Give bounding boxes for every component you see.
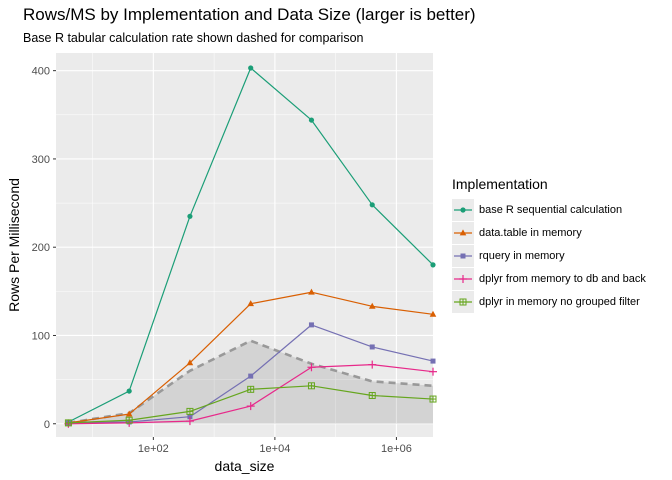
data-point [247, 385, 255, 393]
data-point [429, 367, 437, 376]
data-point [64, 419, 72, 427]
legend-key [452, 267, 474, 290]
point-triangle [186, 359, 194, 366]
data-point [248, 65, 254, 71]
x-axis-title: data_size [215, 458, 275, 474]
y-tick-label: 0 [44, 419, 50, 431]
x-tick-label: 1e+02 [138, 443, 169, 455]
data-point [248, 373, 254, 379]
point-square [187, 414, 193, 420]
legend-item: base R sequential calculation [452, 198, 646, 221]
data-point [308, 288, 315, 295]
data-point [308, 117, 315, 123]
point-circle [126, 388, 132, 394]
data-point [459, 228, 467, 235]
legend-label: dplyr in memory no grouped filter [479, 295, 640, 308]
legend-item: data.table in memory [452, 221, 646, 244]
chart-title: Rows/MS by Implementation and Data Size … [23, 5, 476, 24]
point-circle [187, 213, 193, 219]
point-triangle [429, 310, 437, 317]
series-layer [64, 65, 437, 428]
legend-key [452, 244, 474, 267]
data-point [430, 358, 436, 364]
point-triangle [459, 228, 467, 235]
legend-item: rquery in memory [452, 244, 646, 267]
point-square [369, 344, 375, 350]
data-point [246, 402, 255, 411]
data-point [460, 253, 466, 258]
data-point [308, 322, 314, 328]
legend-key [452, 198, 474, 221]
chart-subtitle: Base R tabular calculation rate shown da… [23, 31, 364, 45]
y-axis-title: Rows Per Millisecond [6, 178, 22, 312]
point-triangle [308, 288, 315, 295]
y-tick-label: 300 [32, 154, 50, 166]
legend-item: dplyr from memory to db and back [452, 267, 646, 290]
point-circle [308, 117, 315, 123]
data-point [429, 310, 437, 317]
major-gridlines [56, 53, 433, 437]
data-point [429, 395, 437, 403]
data-point [368, 360, 377, 369]
data-point [187, 414, 193, 420]
data-point [307, 382, 315, 390]
data-point [459, 298, 467, 305]
point-square [460, 253, 466, 258]
legend-key [452, 290, 474, 313]
data-point [187, 213, 193, 219]
data-point [125, 410, 133, 417]
point-square [248, 373, 254, 379]
data-point [307, 363, 316, 372]
series-dplyr-in-memory-no-grouped-filter [64, 382, 437, 427]
legend-label: base R sequential calculation [479, 203, 623, 216]
point-circle [248, 65, 254, 71]
y-tick-label: 400 [32, 66, 50, 78]
legend-title: Implementation [452, 176, 548, 192]
legend-items: base R sequential calculation data.table … [452, 198, 646, 313]
legend-label: rquery in memory [479, 249, 565, 262]
axes: 0 100 200 300 400 1e+02 1e+04 1e+06 [32, 66, 412, 455]
legend-label: dplyr from memory to db and back [479, 272, 646, 285]
x-tick-label: 1e+04 [259, 443, 290, 455]
legend-key [452, 221, 474, 244]
point-circle [430, 262, 436, 268]
data-point [185, 417, 194, 426]
point-square [430, 358, 436, 364]
point-triangle [247, 300, 255, 307]
data-point [368, 392, 376, 400]
legend-item: dplyr in memory no grouped filter [452, 290, 646, 313]
reference-area [68, 340, 434, 424]
legend-label: data.table in memory [479, 226, 582, 239]
data-point [430, 262, 436, 268]
data-point [247, 300, 255, 307]
data-point [369, 202, 375, 208]
data-point [186, 407, 194, 415]
data-point [125, 416, 133, 424]
data-point [459, 274, 467, 283]
minor-gridlines [56, 53, 433, 437]
data-point [460, 206, 466, 213]
data-point [126, 388, 132, 394]
y-tick-label: 200 [32, 242, 50, 254]
y-tick-label: 100 [32, 330, 50, 342]
point-circle [460, 206, 466, 213]
data-point [368, 302, 376, 309]
plot-panel [56, 53, 433, 437]
point-circle [369, 202, 375, 208]
legend: Implementation base R sequential calcula… [452, 176, 646, 313]
point-triangle [125, 410, 133, 417]
point-triangle [368, 302, 376, 309]
point-square [308, 322, 314, 328]
x-tick-label: 1e+06 [381, 443, 412, 455]
data-point [369, 344, 375, 350]
data-point [186, 359, 194, 366]
